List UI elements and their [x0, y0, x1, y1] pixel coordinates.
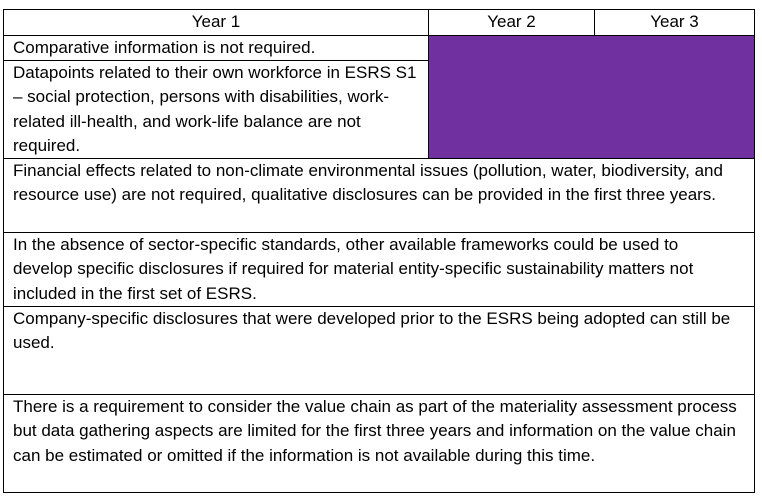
row-comparative-information: Comparative information is not required. — [3, 35, 428, 60]
row-company-specific-disclosures: Company-specific disclosures that were d… — [3, 306, 755, 394]
header-year-3: Year 3 — [594, 9, 755, 35]
row-financial-effects: Financial effects related to non-climate… — [3, 158, 755, 232]
years-2-3-not-applicable-block — [428, 35, 755, 158]
header-year-2: Year 2 — [428, 9, 594, 35]
header-year-1: Year 1 — [3, 9, 428, 35]
row-sector-specific-standards: In the absence of sector-specific standa… — [3, 232, 755, 306]
transition-reliefs-table: Year 1 Year 2 Year 3 Comparative informa… — [3, 9, 755, 493]
row-own-workforce-datapoints: Datapoints related to their own workforc… — [3, 60, 428, 158]
row-value-chain: There is a requirement to consider the v… — [3, 394, 755, 493]
